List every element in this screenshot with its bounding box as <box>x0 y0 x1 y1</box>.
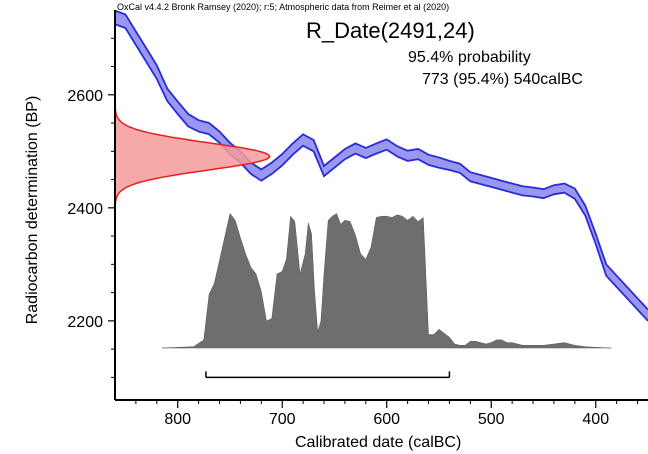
posterior-distribution <box>161 212 612 349</box>
chart-title: R_Date(2491,24) <box>306 18 475 43</box>
x-tick-label: 800 <box>164 411 191 428</box>
range-label: 773 (95.4%) 540calBC <box>422 71 583 88</box>
y-tick-label: 2600 <box>67 88 103 105</box>
measurement-distribution <box>114 101 271 212</box>
probability-label: 95.4% probability <box>408 49 531 66</box>
x-axis-label: Calibrated date (calBC) <box>295 434 462 451</box>
x-tick-label: 600 <box>373 411 400 428</box>
plot-layer: 800 700 600 500 400 2200 2400 2600 <box>67 9 648 428</box>
calibration-curve-upper <box>114 9 648 311</box>
y-tick-label: 2200 <box>67 314 103 331</box>
x-tick-label: 700 <box>269 411 296 428</box>
y-tick-label: 2400 <box>67 201 103 218</box>
oxcal-header: OxCal v4.4.2 Bronk Ramsey (2020); r:5; A… <box>117 2 450 12</box>
y-axis-label: Radiocarbon determination (BP) <box>24 95 41 325</box>
calibration-curve-lower <box>114 23 648 322</box>
x-tick-label: 400 <box>582 411 609 428</box>
x-tick-label: 500 <box>478 411 505 428</box>
